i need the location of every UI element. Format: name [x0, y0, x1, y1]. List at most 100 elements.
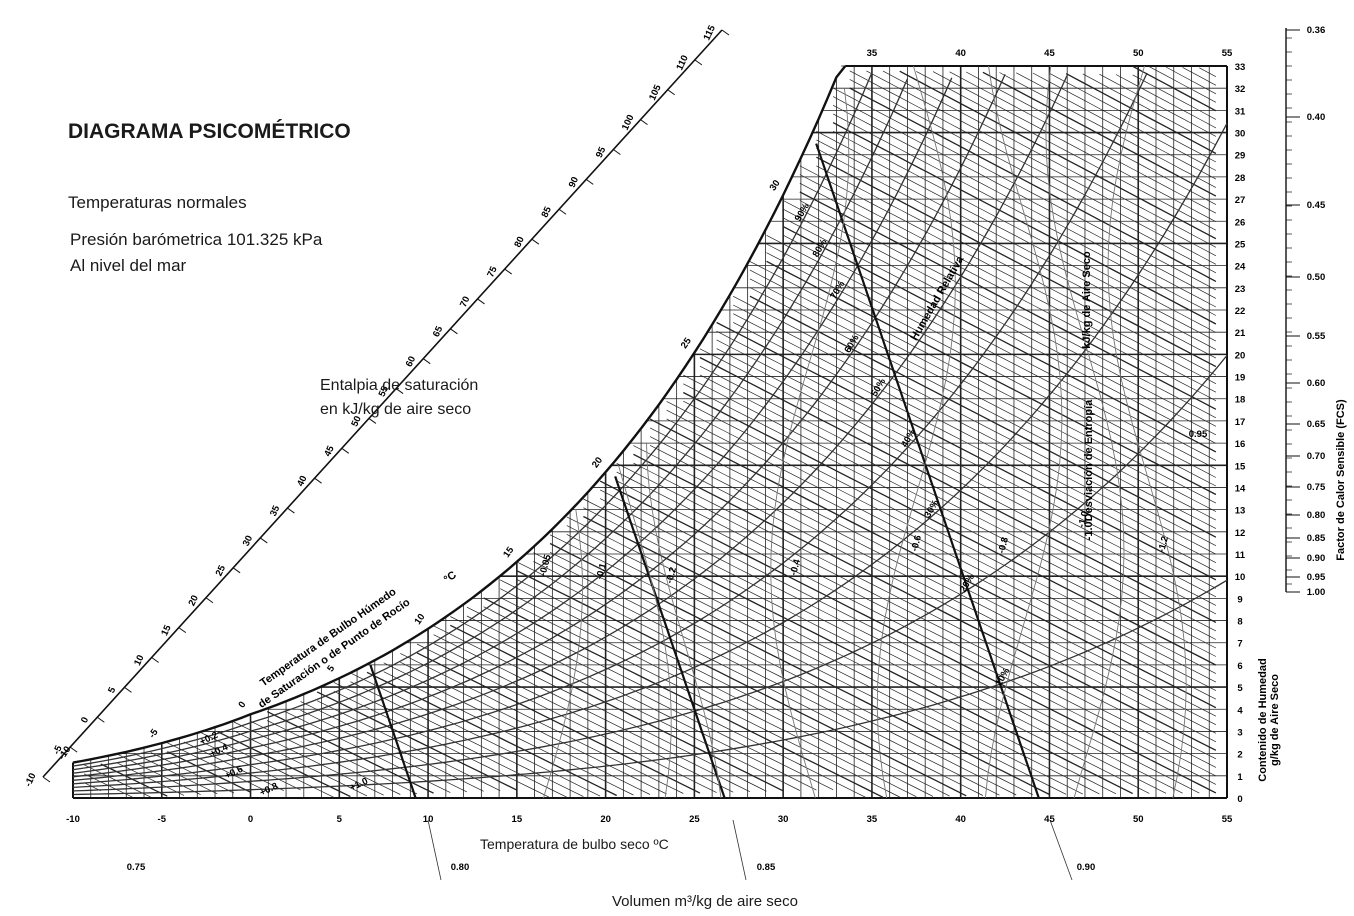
volume-value-label: 0.85	[757, 862, 776, 873]
enthalpy-tick-label: 10	[132, 653, 146, 667]
enthalpy-line	[300, 709, 468, 793]
enthalpy-line	[416, 652, 701, 794]
subtitle-pressure: Presión barómetrica 101.325 kPa	[70, 230, 323, 249]
shr-tick-label: 0.40	[1307, 112, 1326, 123]
enthalpy-line	[616, 480, 1217, 785]
enthalpy-scale-tick	[259, 537, 268, 544]
enthalpy-scale-tick	[151, 657, 159, 663]
enthalpy-line	[816, 130, 1217, 342]
enthalpy-line	[433, 625, 767, 792]
enthalpy-line	[966, 71, 1217, 205]
enthalpy-line	[733, 313, 1217, 564]
moisture-tick-label: 6	[1237, 661, 1242, 672]
wet-bulb-tick-label: 20	[590, 455, 605, 470]
moisture-tick-label: 26	[1235, 217, 1246, 228]
moisture-tick-label: 23	[1235, 284, 1246, 295]
entropy-deviation-label: -0.2	[664, 566, 679, 585]
enthalpy-line	[483, 606, 867, 799]
enthalpy-line	[599, 480, 1217, 794]
wet-bulb-unit: °C	[442, 569, 459, 586]
enthalpy-scale-tick	[558, 208, 567, 215]
dry-bulb-tick-label: 55	[1222, 814, 1233, 825]
enthalpy-line	[816, 139, 1217, 350]
moisture-tick-label: 10	[1235, 572, 1246, 583]
enthalpy-tick-label: 35	[268, 503, 283, 518]
enthalpy-label-line-2: en kJ/kg de aire seco	[320, 401, 472, 418]
subtitle-sea-level: Al nivel del mar	[70, 256, 187, 275]
enthalpy-line	[783, 234, 1217, 461]
moisture-tick-label: 17	[1235, 417, 1246, 428]
relative-humidity-label: 80%	[811, 237, 830, 259]
entropy-deviation-label: -0.05	[537, 553, 553, 577]
enthalpy-scale-tick	[477, 298, 485, 305]
enthalpy-line	[483, 597, 884, 798]
enthalpy-tick-label: 105	[647, 83, 664, 103]
enthalpy-line	[982, 71, 1217, 197]
enthalpy-scale-tick	[69, 746, 78, 753]
enthalpy-line	[266, 711, 434, 794]
shr-tick-label: 0.36	[1307, 25, 1326, 36]
top-dry-bulb-tick-label: 40	[955, 48, 966, 59]
moisture-tick-label: 27	[1235, 195, 1246, 206]
enthalpy-line	[866, 70, 1217, 257]
wet-bulb-tick-label: 25	[679, 335, 694, 351]
volume-value-label: 0.80	[451, 862, 470, 873]
enthalpy-line	[932, 71, 1217, 223]
enthalpy-line	[1165, 66, 1217, 95]
enthalpy-line	[616, 471, 1217, 777]
dry-bulb-tick-label: 10	[423, 814, 434, 825]
enthalpy-line	[832, 104, 1217, 308]
dry-bulb-tick-label: 40	[955, 814, 966, 825]
enthalpy-line	[716, 348, 1217, 606]
enthalpy-line	[816, 148, 1217, 359]
enthalpy-line	[316, 700, 501, 792]
relative-humidity-curve	[72, 78, 908, 771]
enthalpy-line	[783, 208, 1217, 436]
enthalpy-line	[832, 130, 1217, 333]
moisture-tick-label: 4	[1237, 705, 1243, 716]
enthalpy-tick-label: 15	[159, 623, 174, 638]
moisture-tick-label: 1	[1237, 772, 1243, 783]
enthalpy-tick-label: 25	[214, 563, 229, 578]
enthalpy-scale-tick	[287, 507, 295, 514]
correction-label: +0.8	[258, 781, 280, 799]
enthalpy-tick-label: 55	[377, 384, 392, 399]
enthalpy-scale-tick	[531, 238, 540, 245]
enthalpy-tick-label: 115	[702, 23, 719, 42]
relative-humidity-curve	[72, 72, 1148, 785]
moisture-tick-label: 13	[1235, 506, 1246, 517]
enthalpy-scale-tick	[341, 447, 350, 454]
volume-axis-tick	[1049, 819, 1073, 881]
enthalpy-scale-tick	[694, 59, 703, 66]
enthalpy-line	[583, 515, 1133, 795]
enthalpy-scale-tick	[395, 388, 404, 394]
enthalpy-line	[633, 453, 1217, 751]
enthalpy-line	[233, 730, 368, 797]
enthalpy-line	[400, 653, 684, 794]
enthalpy-line	[283, 710, 451, 793]
dry-bulb-tick-label: 45	[1044, 814, 1055, 825]
saturation-curve	[72, 65, 847, 764]
moisture-tick-label: 0	[1237, 794, 1242, 805]
relative-humidity-curve	[72, 122, 1228, 789]
enthalpy-line	[799, 182, 1217, 402]
enthalpy-line	[649, 444, 1217, 734]
relative-humidity-curve	[72, 72, 873, 767]
volume-value-label: 0.75	[127, 862, 146, 873]
enthalpy-scale-tick	[450, 328, 458, 335]
moisture-tick-label: 29	[1235, 151, 1246, 162]
enthalpy-line	[117, 753, 201, 795]
wet-bulb-tick-label: 10	[412, 612, 427, 627]
enthalpy-line	[1132, 74, 1217, 120]
shr-tick-label: 1.00	[1307, 587, 1326, 598]
enthalpy-scale-tick	[613, 149, 621, 155]
enthalpy-line	[350, 672, 601, 797]
enthalpy-line	[649, 418, 1217, 709]
enthalpy-line	[949, 71, 1217, 214]
enthalpy-scale-tick	[205, 597, 214, 604]
enthalpy-tick-label: 90	[567, 175, 581, 189]
enthalpy-line	[200, 732, 334, 798]
enthalpy-line	[583, 507, 1150, 794]
enthalpy-line	[749, 261, 1217, 504]
enthalpy-line	[716, 339, 1217, 598]
